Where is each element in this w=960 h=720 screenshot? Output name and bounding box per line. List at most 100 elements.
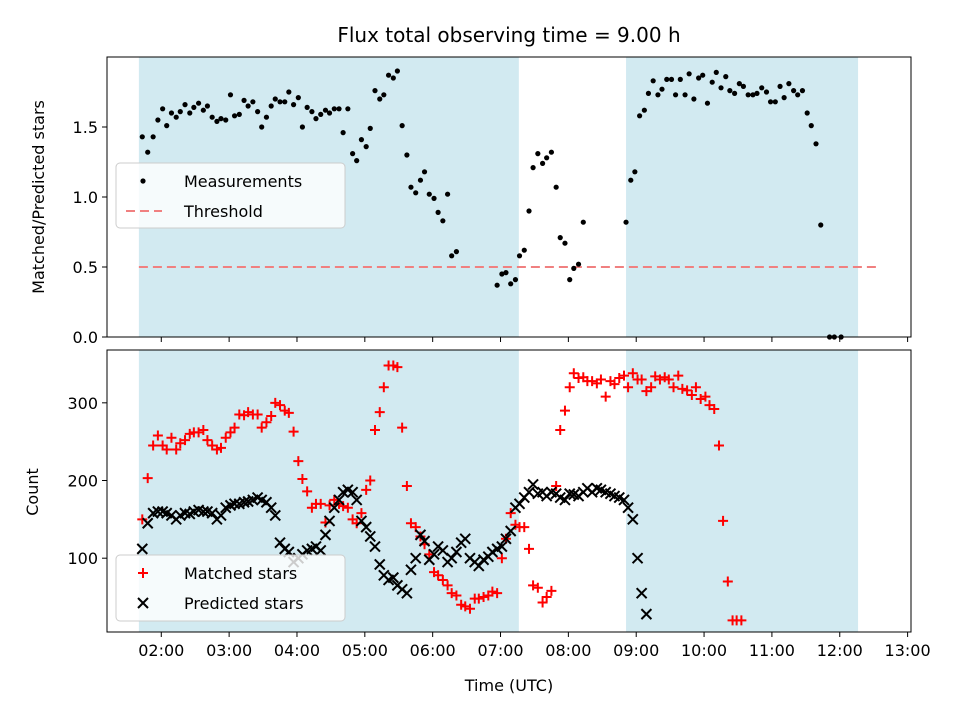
cross-marker <box>265 501 277 514</box>
plus-marker <box>293 456 304 467</box>
plus-marker <box>266 411 277 422</box>
measurement-point <box>282 99 288 105</box>
matched-star-point <box>663 374 674 385</box>
cross-marker <box>418 535 431 547</box>
measurement-point <box>299 124 306 130</box>
matched-star-point <box>460 601 471 612</box>
matched-star-point <box>695 393 706 404</box>
matched-star-point <box>401 480 412 491</box>
measurement-point <box>444 191 451 197</box>
matched-star-point <box>293 456 304 467</box>
predicted-star-point <box>428 548 440 561</box>
predicted-star-point <box>618 494 630 506</box>
measurement-point <box>322 107 329 113</box>
bot-observing-window-2 <box>626 350 859 632</box>
measurement-point <box>539 160 546 166</box>
plus-marker <box>270 397 281 408</box>
matched-star-point <box>252 409 263 420</box>
measurement-point <box>668 76 675 82</box>
measurement-point <box>535 151 541 157</box>
plus-marker <box>663 374 674 385</box>
measurement-point <box>628 177 634 183</box>
matched-star-point <box>492 588 503 599</box>
matched-star-point <box>568 368 579 379</box>
plus-marker <box>166 432 177 443</box>
matched-star-point <box>397 422 408 433</box>
measurement-point <box>718 85 724 91</box>
predicted-star-point <box>523 486 535 498</box>
measurement-point <box>700 72 706 78</box>
cross-marker <box>500 533 512 545</box>
legend-label: Measurements <box>184 172 302 191</box>
x-tick-label: 04:00 <box>274 641 320 660</box>
measurement-point <box>236 111 242 117</box>
measurement-point <box>494 282 500 288</box>
matched-star-point <box>142 473 153 484</box>
matched-star-point <box>266 411 277 422</box>
matched-star-point <box>559 405 570 416</box>
matched-star-point <box>614 372 625 383</box>
plus-marker <box>464 603 475 614</box>
measurement-point <box>204 103 211 109</box>
legend-predicted-marker <box>137 597 149 609</box>
plus-marker <box>690 382 701 393</box>
plus-marker <box>668 382 679 393</box>
plus-marker <box>442 580 453 591</box>
matched-star-point <box>505 508 516 519</box>
plus-marker <box>673 370 684 381</box>
matched-star-point <box>361 484 372 495</box>
top-y-tick-label: 0.0 <box>73 328 98 347</box>
measurement-point <box>740 83 747 89</box>
plus-marker <box>532 582 543 593</box>
legend-label: Matched stars <box>184 564 297 583</box>
measurement-point <box>449 253 455 259</box>
plus-marker <box>437 574 448 585</box>
plus-marker <box>600 391 611 402</box>
cross-marker <box>269 509 281 522</box>
plus-marker <box>713 440 724 451</box>
matched-star-point <box>595 374 606 385</box>
matched-star-point <box>433 570 444 581</box>
measurement-point <box>421 169 428 175</box>
matched-star-point <box>215 442 226 453</box>
plus-marker <box>473 593 484 604</box>
cross-marker <box>136 543 148 555</box>
measurement-point <box>637 113 643 119</box>
plus-marker <box>568 368 579 379</box>
matched-star-point <box>636 374 647 385</box>
plus-marker <box>528 580 539 591</box>
matched-star-point <box>686 390 697 401</box>
plus-marker <box>180 435 191 446</box>
measurement-point <box>623 219 629 225</box>
predicted-star-point <box>401 587 413 599</box>
measurement-point <box>367 125 373 131</box>
matched-star-point <box>528 580 539 591</box>
measurement-point <box>804 110 810 116</box>
predicted-star-point <box>496 540 508 553</box>
matched-star-point <box>275 400 286 411</box>
plus-marker <box>587 376 598 387</box>
measurement-point <box>150 134 156 140</box>
predicted-star-point <box>142 517 154 529</box>
predicted-star-point <box>513 498 526 510</box>
measurement-point <box>713 69 719 75</box>
matched-star-point <box>437 574 448 585</box>
measurement-point <box>677 76 683 82</box>
cross-marker <box>328 501 340 514</box>
plus-marker <box>152 430 163 441</box>
measurement-point <box>345 106 351 112</box>
plus-marker <box>283 407 294 418</box>
plus-marker <box>564 382 575 393</box>
measurement-point <box>813 141 819 147</box>
measurement-point <box>453 249 460 255</box>
matched-star-point <box>243 407 254 418</box>
predicted-star-point <box>152 505 164 518</box>
cross-marker <box>197 505 210 518</box>
measurement-point <box>754 90 760 96</box>
measurement-point <box>508 281 514 287</box>
matched-star-point <box>198 425 209 436</box>
bottom-y-tick-label: 300 <box>67 394 98 413</box>
measurement-point <box>431 195 437 201</box>
measurement-point <box>209 114 215 120</box>
measurement-point <box>394 68 400 74</box>
